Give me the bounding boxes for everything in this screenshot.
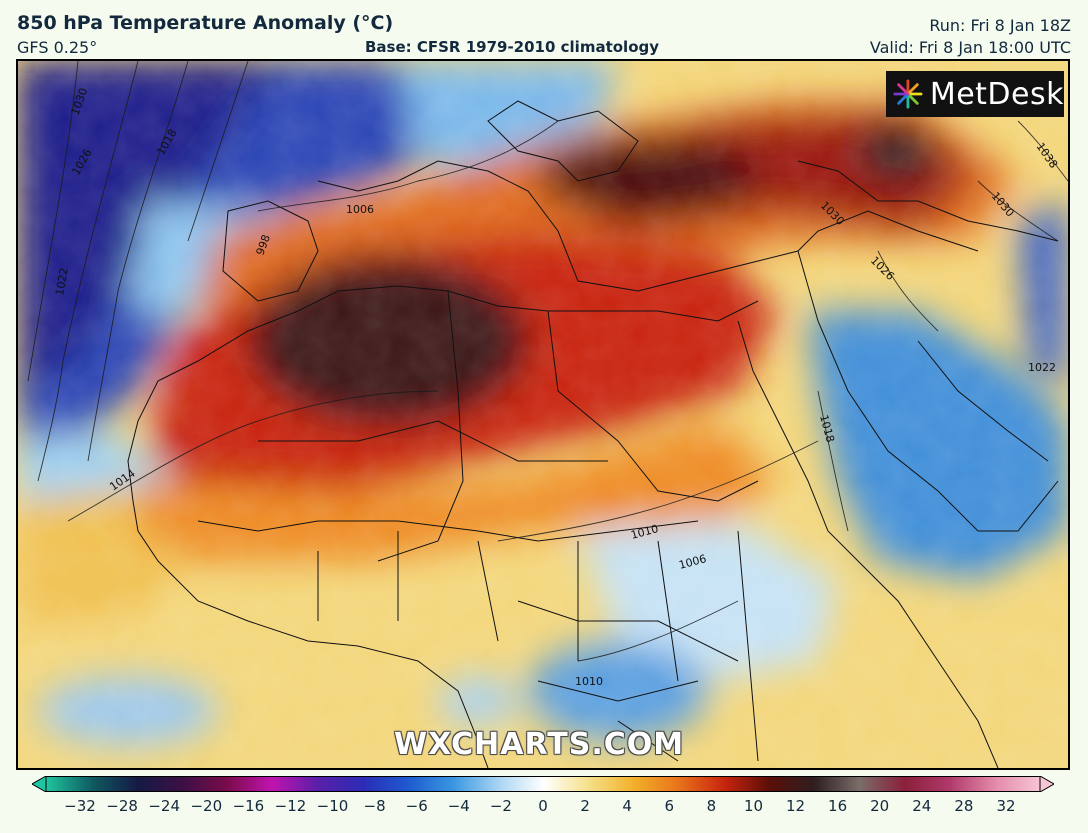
wxcharts-watermark: WXCHARTS.COM [394,727,685,762]
scale-tick-labels: −32 −28 −24 −20 −16 −12 −10 −8 −6 −4 −2 0 2 4 6 8 10 12 16… [0,797,1088,821]
isobars [27,61,1068,662]
scale-cell [91,776,137,792]
scale-cell [904,776,951,792]
scale-tick-label: −4 [447,797,470,815]
scale-tick-label: −12 [274,797,307,815]
scale-cell [407,776,454,792]
scale-cell [271,776,318,792]
isobar-label: 1010 [575,675,603,688]
scale-tick-label: −28 [106,797,138,815]
valid-time-label: Valid: Fri 8 Jan 18:00 UTC [869,38,1071,57]
scale-cell [543,776,589,792]
scale-tick-label: 6 [664,797,675,815]
scale-cell [723,776,770,792]
scale-cell [633,776,680,792]
metdesk-logo: MetDesk [886,71,1064,117]
scale-tick-label: 24 [912,797,932,815]
scale-tick-label: −8 [363,797,386,815]
logo-text: MetDesk [929,76,1064,112]
map-canvas: 1030 1026 1018 1006 998 1022 1014 1010 1… [18,61,1068,768]
scale-tick-label: −24 [148,797,181,815]
scale-cell [994,776,1041,792]
run-label: Run: Fri 8 Jan 18Z [929,16,1071,35]
scale-tick-label: −6 [405,797,428,815]
scale-cell [181,776,228,792]
base-climatology-label: Base: CFSR 1979-2010 climatology [365,38,660,56]
scale-cell [949,776,996,792]
scale-cell [814,776,860,792]
isobar-label: 1006 [346,203,374,216]
isobar-label: 1022 [53,267,71,297]
scale-min-arrow [32,776,47,792]
anomaly-map[interactable]: 1030 1026 1018 1006 998 1022 1014 1010 1… [16,59,1070,770]
scale-cell [136,776,183,792]
scale-tick-label: −2 [489,797,512,815]
scale-cell [497,776,544,792]
scale-tick-label: 8 [706,797,717,815]
texture-overlay [18,61,1068,768]
model-label: GFS 0.25° [17,38,98,57]
color-scale-bar [32,776,1054,792]
isobar-label: 1022 [1028,361,1056,374]
scale-tick-label: 0 [538,797,548,815]
scale-cell [226,776,273,792]
scale-cell [768,776,815,792]
scale-tick-label: −16 [232,797,265,815]
scale-tick-label: 2 [580,797,590,815]
scale-cell [859,776,906,792]
scale-cell [678,776,725,792]
scale-cell [317,776,363,792]
scale-tick-label: 16 [828,797,848,815]
scale-cell [362,776,409,792]
scale-cell [588,776,634,792]
scale-tick-label: 4 [622,797,632,815]
scale-tick-label: −32 [64,797,96,815]
metdesk-starburst-icon [893,79,923,109]
coastlines [127,100,1059,768]
scale-tick-label: −10 [316,797,349,815]
scale-tick-label: 10 [743,797,764,815]
chart-title: 850 hPa Temperature Anomaly (°C) [17,12,394,34]
scale-tick-label: 20 [870,797,890,815]
scale-tick-label: 32 [996,797,1016,815]
scale-tick-label: 28 [954,797,974,815]
scale-tick-label: −20 [190,797,223,815]
scale-max-arrow [1039,776,1054,792]
scale-cell [452,776,499,792]
scale-cell [46,776,92,792]
scale-tick-label: 12 [785,797,806,815]
